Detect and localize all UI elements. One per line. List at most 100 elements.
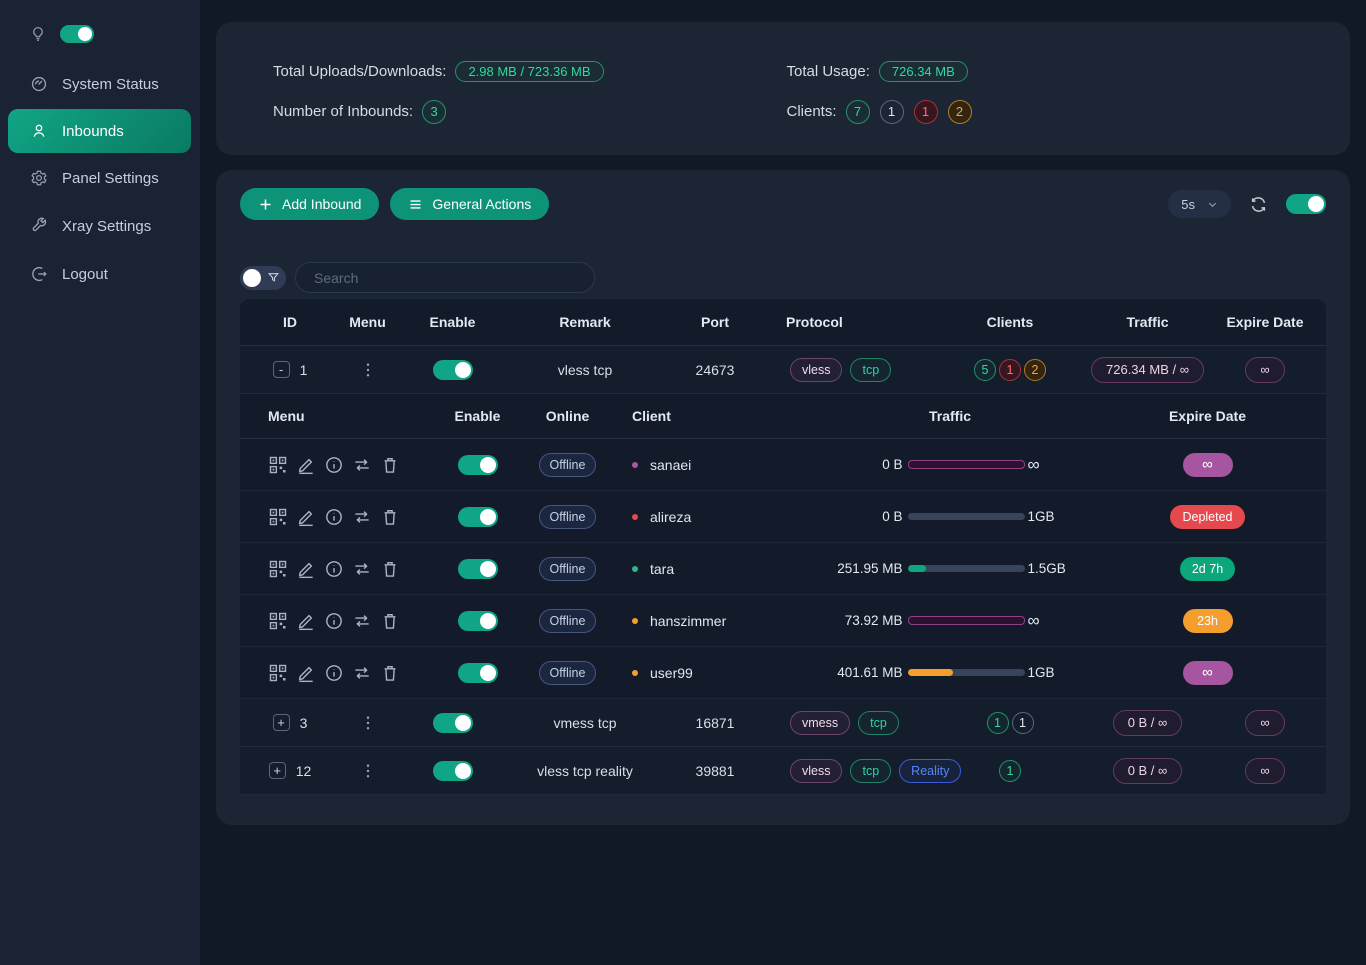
stat-count-badge: 3 — [422, 99, 447, 124]
online-status-badge: Offline — [538, 452, 597, 477]
sidebar-nav: System Status Inbounds Panel Settings — [0, 60, 200, 298]
clients-cell: 5 1 2 — [930, 358, 1090, 381]
search-input[interactable] — [295, 262, 595, 293]
client-row: Offline alireza 0 B 1GB Depl — [240, 491, 1326, 543]
gear-icon — [31, 170, 47, 186]
search-row — [240, 262, 1326, 293]
col-client: Client — [632, 408, 671, 424]
enable-cell — [430, 558, 525, 579]
traffic-pill: 726.34 MB / ∞ — [1091, 356, 1204, 383]
stat-total-updown: Total Uploads/Downloads: 2.98 MB / 723.3… — [273, 58, 812, 86]
sidebar-item-inbounds[interactable]: Inbounds — [8, 109, 191, 153]
edit-icon[interactable] — [296, 455, 316, 475]
refresh-interval-select[interactable]: 5s — [1168, 190, 1231, 218]
inbound-row: + 3 vmess tcp 16871 vmess tcp 1 — [240, 699, 1326, 747]
protocol-badge: vmess — [790, 710, 851, 735]
enable-cell — [430, 662, 525, 683]
expire-pill: ∞ — [1245, 709, 1285, 736]
info-icon[interactable] — [324, 663, 344, 683]
sidebar-item-logout[interactable]: Logout — [0, 251, 200, 297]
delete-icon[interactable] — [380, 611, 400, 631]
traffic-cell: 0 B / ∞ — [1090, 757, 1205, 784]
expand-row-button[interactable]: + — [272, 714, 290, 731]
traffic-meter: 0 B ∞ — [810, 456, 1090, 473]
client-actions — [240, 611, 430, 631]
client-enable-switch[interactable] — [457, 610, 498, 631]
filter-toggle[interactable] — [240, 265, 286, 290]
client-name: hanszimmer — [650, 612, 727, 629]
refresh-icon[interactable] — [1249, 195, 1268, 214]
inbound-id: 3 — [299, 714, 308, 731]
client-count-gray: 1 — [1011, 711, 1034, 734]
sidebar-item-xray-settings[interactable]: Xray Settings — [0, 203, 200, 249]
more-menu-icon[interactable] — [359, 361, 377, 379]
expire-badge: 23h — [1182, 608, 1233, 633]
delete-icon[interactable] — [380, 455, 400, 475]
qrcode-icon[interactable] — [268, 507, 288, 527]
client-name: alireza — [650, 508, 692, 525]
add-inbound-button[interactable]: Add Inbound — [240, 188, 380, 220]
qrcode-icon[interactable] — [268, 663, 288, 683]
id-cell: - 1 — [240, 361, 340, 378]
client-cell: sanaei — [610, 457, 810, 473]
theme-switch[interactable] — [60, 25, 94, 43]
inbound-enable-switch[interactable] — [432, 359, 473, 380]
client-name: tara — [650, 560, 675, 577]
delete-icon[interactable] — [380, 507, 400, 527]
reset-traffic-icon[interactable] — [352, 663, 372, 683]
reset-traffic-icon[interactable] — [352, 455, 372, 475]
traffic-bar — [907, 669, 1025, 676]
sidebar-item-system-status[interactable]: System Status — [0, 61, 200, 107]
more-menu-icon[interactable] — [359, 762, 377, 780]
delete-icon[interactable] — [380, 559, 400, 579]
reset-traffic-icon[interactable] — [352, 559, 372, 579]
port-cell: 16871 — [695, 714, 735, 731]
qrcode-icon[interactable] — [268, 611, 288, 631]
delete-icon[interactable] — [380, 663, 400, 683]
edit-icon[interactable] — [296, 507, 316, 527]
edit-icon[interactable] — [296, 611, 316, 631]
client-enable-switch[interactable] — [457, 454, 498, 475]
auto-refresh-switch[interactable] — [1286, 194, 1326, 214]
client-count-red: 1 — [999, 358, 1021, 381]
protocol-cell: vmess tcp — [770, 710, 930, 735]
client-enable-switch[interactable] — [457, 558, 498, 579]
inbound-enable-switch[interactable] — [432, 760, 473, 781]
col-protocol: Protocol — [786, 314, 843, 330]
traffic-bar — [907, 616, 1025, 625]
remark-cell: vless tcp reality — [537, 762, 633, 779]
qrcode-icon[interactable] — [268, 455, 288, 475]
reset-traffic-icon[interactable] — [352, 611, 372, 631]
expand-row-button[interactable]: + — [268, 762, 286, 779]
stat-label: Clients: — [786, 103, 837, 120]
info-icon[interactable] — [324, 455, 344, 475]
edit-icon[interactable] — [296, 559, 316, 579]
general-actions-button[interactable]: General Actions — [390, 188, 550, 220]
info-icon[interactable] — [324, 559, 344, 579]
more-menu-icon[interactable] — [359, 714, 377, 732]
expire-cell: 2d 7h — [1090, 556, 1325, 581]
enable-cell — [430, 610, 525, 631]
info-icon[interactable] — [324, 611, 344, 631]
clients-cell: 1 1 — [930, 711, 1090, 734]
edit-icon[interactable] — [296, 663, 316, 683]
client-actions — [240, 455, 430, 475]
sidebar-item-label: Xray Settings — [62, 217, 152, 235]
info-icon[interactable] — [324, 507, 344, 527]
client-enable-switch[interactable] — [457, 506, 498, 527]
menu-cell — [340, 762, 395, 780]
sidebar-item-panel-settings[interactable]: Panel Settings — [0, 155, 200, 201]
sidebar-item-label: Inbounds — [62, 122, 124, 140]
inbounds-card: Add Inbound General Actions 5s — [216, 170, 1350, 825]
collapse-row-button[interactable]: - — [272, 361, 290, 378]
stats-card: Total Uploads/Downloads: 2.98 MB / 723.3… — [216, 22, 1350, 155]
inbound-enable-switch[interactable] — [432, 712, 473, 733]
stat-value-badge: 726.34 MB — [878, 61, 968, 82]
refresh-interval-value: 5s — [1181, 196, 1195, 212]
table-header-row: ID Menu Enable Remark Port Protocol Clie… — [240, 299, 1326, 346]
expire-cell: ∞ — [1090, 660, 1325, 685]
client-enable-switch[interactable] — [457, 662, 498, 683]
client-dot — [632, 669, 638, 676]
qrcode-icon[interactable] — [268, 559, 288, 579]
reset-traffic-icon[interactable] — [352, 507, 372, 527]
